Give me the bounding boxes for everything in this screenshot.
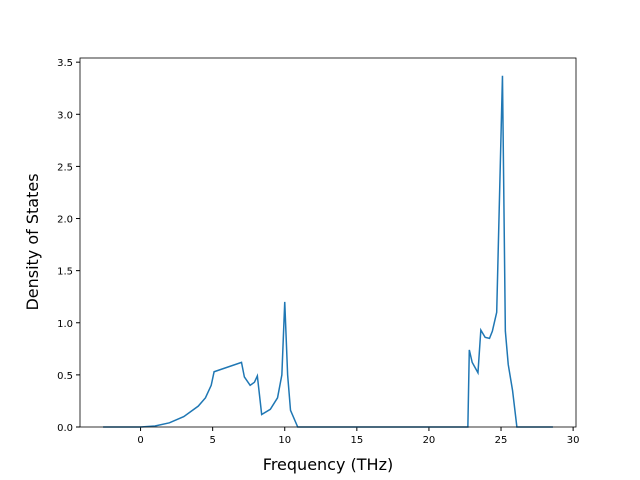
x-tick-label: 0 <box>137 435 143 446</box>
y-tick-label: 2.5 <box>57 162 73 173</box>
x-tick-label: 15 <box>350 435 363 446</box>
plot-frame <box>79 57 577 428</box>
x-tick-label: 10 <box>278 435 291 446</box>
x-tick-label: 20 <box>423 435 436 446</box>
y-tick-label: 1.0 <box>57 319 73 330</box>
x-tick-label: 30 <box>567 435 580 446</box>
y-tick-label: 3.0 <box>57 110 73 121</box>
y-tick-label: 1.5 <box>57 267 73 278</box>
y-axis-label: Density of States <box>23 173 42 310</box>
y-tick-label: 2.0 <box>57 215 73 226</box>
x-tick-label: 25 <box>495 435 508 446</box>
y-tick-label: 3.5 <box>57 58 73 69</box>
y-tick-label: 0.0 <box>57 423 73 434</box>
x-tick-label: 5 <box>209 435 215 446</box>
line <box>103 75 553 428</box>
y-tick-label: 0.5 <box>57 371 73 382</box>
x-axis-label: Frequency (THz) <box>263 455 393 474</box>
